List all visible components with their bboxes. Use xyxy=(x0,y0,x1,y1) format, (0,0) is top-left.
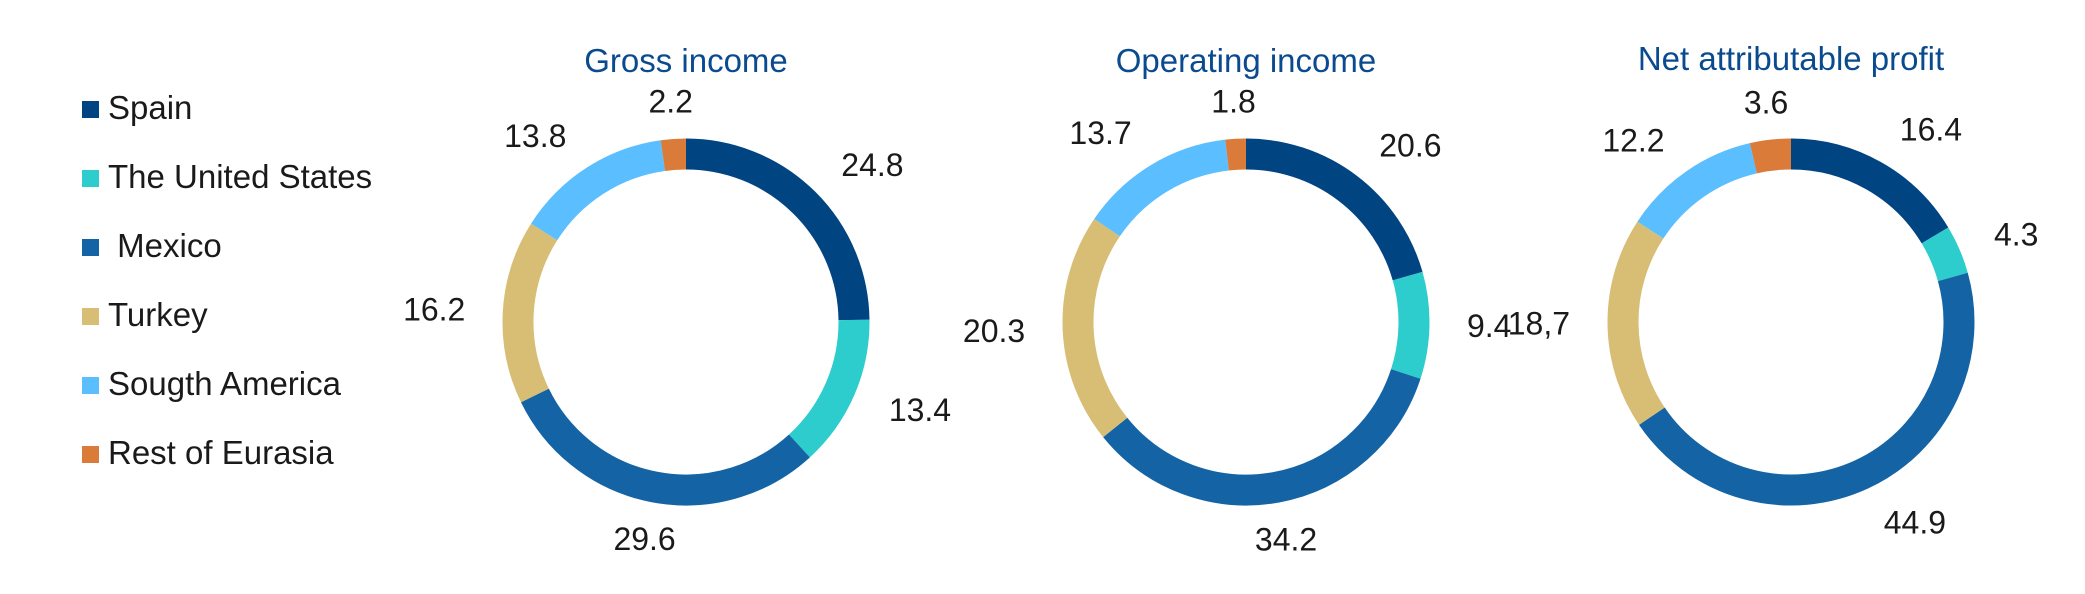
value-label-gross-income-turkey: 16.2 xyxy=(403,292,465,328)
slice-net-attributable-profit-rest-of-eurasia xyxy=(1749,138,1792,174)
slice-operating-income-mexico xyxy=(1103,368,1421,506)
slice-gross-income-mexico xyxy=(520,388,810,506)
slice-operating-income-the-united-states xyxy=(1390,271,1430,379)
legend-label-south-america: Sougth America xyxy=(108,365,341,402)
donut-net-attributable-profit: Net attributable profit 16.4 4.3 44.9 18,7 12… xyxy=(1508,40,2039,541)
value-label-net-attributable-profit-mexico: 44.9 xyxy=(1884,505,1946,541)
legend-label-turkey: Turkey xyxy=(108,296,208,333)
legend-swatch-spain xyxy=(82,101,99,118)
value-label-net-attributable-profit-the-united-states: 4.3 xyxy=(1994,217,2038,253)
legend-label-rest-of-eurasia: Rest of Eurasia xyxy=(108,434,334,471)
slice-net-attributable-profit-spain xyxy=(1790,138,1949,244)
value-label-operating-income-mexico: 34.2 xyxy=(1255,521,1317,557)
value-label-net-attributable-profit-spain: 16.4 xyxy=(1900,112,1962,148)
slice-operating-income-spain xyxy=(1245,138,1423,281)
slice-operating-income-turkey xyxy=(1062,218,1128,438)
legend-label-mexico: Mexico xyxy=(108,227,222,264)
legend-swatch-south-america xyxy=(82,377,99,394)
slice-net-attributable-profit-turkey xyxy=(1607,221,1665,425)
chart-title-operating-income: Operating income xyxy=(1116,42,1376,79)
legend-label-united-states: The United States xyxy=(108,158,373,195)
value-label-net-attributable-profit-rest-of-eurasia: 3.6 xyxy=(1744,84,1788,120)
slice-operating-income-rest-of-eurasia xyxy=(1225,138,1247,171)
value-label-gross-income-spain: 24.8 xyxy=(841,147,903,183)
legend-swatch-turkey xyxy=(82,308,99,325)
slice-gross-income-the-united-states xyxy=(788,319,870,458)
slice-gross-income-rest-of-eurasia xyxy=(660,138,687,171)
value-label-net-attributable-profit-turkey: 18,7 xyxy=(1508,306,1570,342)
value-label-net-attributable-profit-sougth-america: 12.2 xyxy=(1602,123,1664,159)
legend-swatch-mexico xyxy=(82,239,99,256)
legend-swatch-united-states xyxy=(82,170,99,187)
legend-label-spain: Spain xyxy=(108,89,193,126)
value-label-operating-income-turkey: 20.3 xyxy=(963,313,1025,349)
legend-swatch-rest-of-eurasia xyxy=(82,446,99,463)
value-label-operating-income-spain: 20.6 xyxy=(1379,128,1441,164)
value-label-gross-income-sougth-america: 13.8 xyxy=(504,118,566,154)
slice-net-attributable-profit-sougth-america xyxy=(1637,143,1758,239)
chart-title-gross-income: Gross income xyxy=(584,42,788,79)
donut-gross-income: Gross income 24.8 13.4 29.6 16.2 13.8 2.2 xyxy=(403,42,951,557)
chart-title-net-attributable-profit: Net attributable profit xyxy=(1638,40,1944,77)
slice-net-attributable-profit-the-united-states xyxy=(1921,227,1968,282)
slice-gross-income-sougth-america xyxy=(531,140,666,241)
slice-gross-income-spain xyxy=(685,138,870,321)
donut-operating-income: Operating income 20.6 9.4 34.2 20.3 13.7 1.8 xyxy=(963,42,1512,557)
value-label-operating-income-sougth-america: 13.7 xyxy=(1069,115,1131,151)
value-label-gross-income-mexico: 29.6 xyxy=(613,521,675,557)
value-label-gross-income-rest-of-eurasia: 2.2 xyxy=(648,84,692,120)
slice-net-attributable-profit-mexico xyxy=(1639,272,1975,506)
slice-gross-income-turkey xyxy=(502,223,558,403)
slice-operating-income-sougth-america xyxy=(1094,139,1230,237)
value-label-gross-income-the-united-states: 13.4 xyxy=(889,392,951,428)
value-label-operating-income-rest-of-eurasia: 1.8 xyxy=(1211,83,1255,119)
value-label-operating-income-the-united-states: 9.4 xyxy=(1467,308,1511,344)
